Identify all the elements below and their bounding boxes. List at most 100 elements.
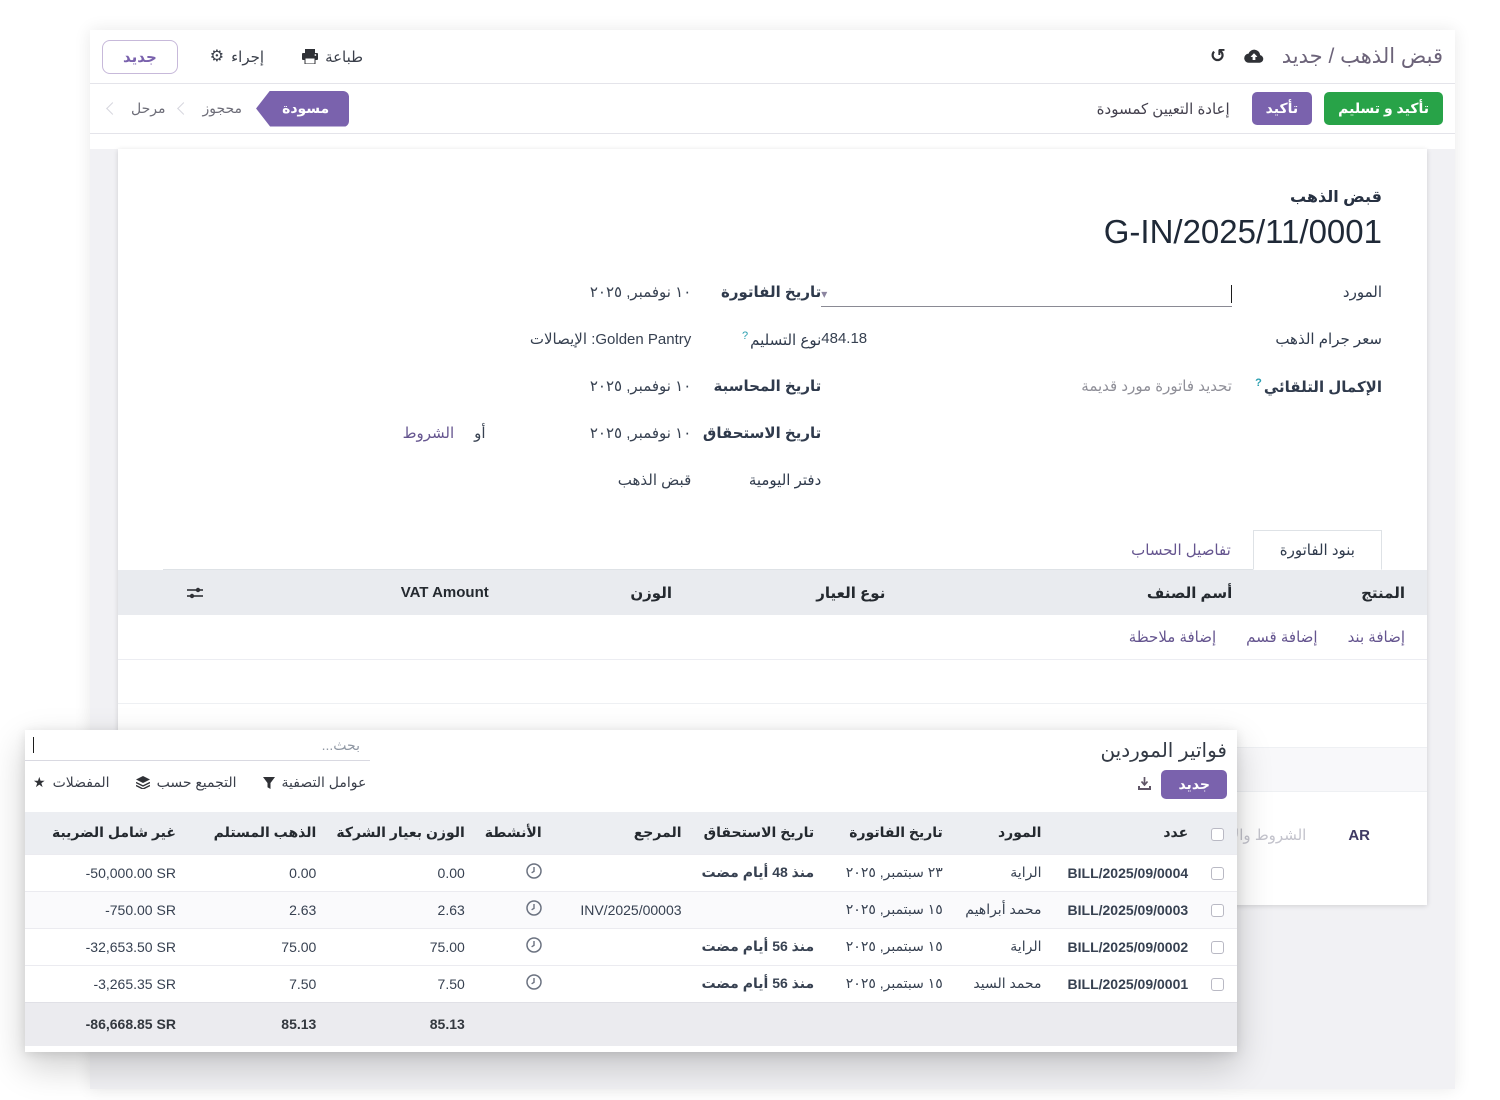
delivery-type-value[interactable]: Golden Pantry: الإيصالات: [529, 331, 692, 348]
gold-price-label: سعر جرام الذهب: [1275, 331, 1382, 348]
star-icon: ★: [33, 774, 46, 790]
confirm-deliver-button[interactable]: تأكيد و تسليم: [1324, 92, 1443, 125]
due-date-extra: أو الشروط: [395, 424, 486, 442]
printer-icon: [302, 49, 319, 64]
due-date-value[interactable]: ١٠ نوفمبر, ٢٠٢٥: [589, 425, 692, 442]
activity-clock-icon[interactable]: [474, 927, 552, 965]
journal-value[interactable]: قبض الذهب: [617, 472, 692, 489]
text-cursor: [1231, 284, 1232, 303]
row-checkbox[interactable]: [1211, 978, 1225, 992]
bill-number: BILL/2025/09/0003: [1051, 890, 1199, 928]
bill-untaxed: -3,265.35 SR: [25, 964, 186, 1002]
new-record-button[interactable]: جديد: [102, 39, 178, 74]
col-untaxed: غير شامل الضريبة: [25, 812, 186, 854]
invoice-date-label: تاريخ الفاتورة: [721, 284, 822, 301]
vendor-input[interactable]: ▾: [821, 281, 1232, 307]
invoice-date-field: تاريخ الفاتورة ١٠ نوفمبر, ٢٠٢٥: [395, 281, 822, 328]
add-section-link[interactable]: إضافة قسم: [1246, 629, 1318, 646]
or-label: أو: [474, 425, 486, 442]
filters-label: عوامل التصفية: [281, 774, 367, 790]
field-column-left: تاريخ الفاتورة ١٠ نوفمبر, ٢٠٢٥ نوع التسل…: [395, 281, 822, 516]
discard-undo-icon[interactable]: ↺: [1209, 46, 1226, 67]
bill-received: 7.50: [185, 964, 327, 1002]
optional-columns-button[interactable]: [118, 570, 272, 615]
due-date-value-wrap: ١٠ نوفمبر, ٢٠٢٥ أو الشروط: [395, 422, 692, 442]
add-line-link[interactable]: إضافة بند: [1347, 629, 1405, 646]
reset-to-draft-link[interactable]: إعادة التعيين كمسودة: [1096, 100, 1230, 118]
filters-button[interactable]: عوامل التصفية: [262, 774, 367, 791]
bill-weight: 75.00: [326, 927, 475, 965]
bill-due-date: [691, 890, 825, 928]
activity-clock-icon[interactable]: [474, 853, 552, 891]
bill-row[interactable]: BILL/2025/09/0003 محمد أبراهيم ١٥ سبتمبر…: [25, 890, 1237, 928]
action-menu-button[interactable]: إجراء ⚙: [204, 47, 270, 67]
add-note-link[interactable]: إضافة ملاحظة: [1128, 629, 1217, 646]
activity-clock-icon[interactable]: [474, 890, 552, 928]
favorites-button[interactable]: المفضلات ★: [33, 774, 110, 791]
total-received: 85.13: [185, 1001, 327, 1046]
bill-row[interactable]: BILL/2025/09/0002 الراية ١٥ سبتمبر, ٢٠٢٥…: [25, 927, 1237, 965]
row-checkbox[interactable]: [1211, 941, 1225, 955]
gold-price-value[interactable]: 484.18: [821, 330, 868, 347]
col-product: المنتج: [1254, 570, 1427, 615]
add-line-row: إضافة بند إضافة قسم إضافة ملاحظة: [118, 615, 1427, 660]
autocomplete-field: الإكمال التلقائي? تحديد فاتورة مورد قديم…: [821, 375, 1382, 422]
bill-untaxed: -50,000.00 SR: [25, 853, 186, 891]
payment-terms-link[interactable]: الشروط: [402, 425, 455, 442]
row-checkbox[interactable]: [1211, 867, 1225, 881]
print-button[interactable]: طباعة: [296, 47, 369, 67]
field-grid: المورد ▾ سعر جرام الذهب 484.18 الإكمال ا…: [163, 281, 1382, 516]
document-type-label: قبض الذهب: [1289, 189, 1382, 206]
vendor-bills-table: عدد المورد تاريخ الفاتورة تاريخ الاستحقا…: [25, 812, 1237, 1046]
confirm-button[interactable]: تأكيد: [1251, 92, 1313, 125]
favorites-label: المفضلات: [52, 774, 110, 790]
stage-reserved[interactable]: محجوز: [202, 100, 243, 116]
text-cursor: [33, 737, 34, 753]
autocomplete-label-text: الإكمال التلقائي: [1263, 379, 1382, 396]
bill-received: 0.00: [185, 853, 327, 891]
autocomplete-placeholder[interactable]: تحديد فاتورة مورد قديمة: [1081, 378, 1232, 395]
document-number: G-IN/2025/11/0001: [1103, 213, 1382, 250]
row-checkbox[interactable]: [1211, 904, 1225, 918]
total-weight: 85.13: [326, 1001, 475, 1046]
bill-row[interactable]: BILL/2025/09/0001 محمد السيد ١٥ سبتمبر, …: [25, 964, 1237, 1002]
invoice-date-value[interactable]: ١٠ نوفمبر, ٢٠٢٥: [589, 284, 692, 301]
bill-untaxed: -32,653.50 SR: [25, 927, 186, 965]
col-company-weight: الوزن بعيار الشركة: [326, 812, 475, 854]
bills-header-row: عدد المورد تاريخ الفاتورة تاريخ الاستحقا…: [25, 812, 1237, 854]
language-badge: AR: [1348, 826, 1370, 844]
tab-invoice-lines[interactable]: بنود الفاتورة: [1252, 530, 1382, 570]
search-input[interactable]: [34, 736, 362, 754]
select-all-checkbox[interactable]: [1211, 827, 1225, 841]
chevron-down-icon[interactable]: ▾: [821, 286, 828, 301]
activity-clock-icon[interactable]: [474, 964, 552, 1002]
download-icon[interactable]: [1137, 777, 1152, 792]
group-by-button[interactable]: التجميع حسب: [135, 774, 237, 791]
bill-number: BILL/2025/09/0002: [1051, 927, 1199, 965]
breadcrumb: قبض الذهب / جديد: [1281, 45, 1443, 68]
bill-reference: [551, 964, 692, 1002]
status-bar: تأكيد و تسليم تأكيد إعادة التعيين كمسودة…: [90, 84, 1455, 134]
vendor-label: المورد: [1342, 284, 1382, 301]
accounting-date-value[interactable]: ١٠ نوفمبر, ٢٠٢٥: [589, 378, 692, 395]
lines-header-row: المنتج أسم الصنف نوع العيار الوزن VAT Am…: [118, 570, 1427, 615]
stage-posted[interactable]: مرحل: [131, 100, 166, 116]
vendor-field: المورد ▾: [821, 281, 1382, 328]
bill-due-date: منذ 56 أيام مضت: [691, 964, 825, 1002]
stage-pipeline: مسودة محجوز مرحل: [102, 90, 350, 127]
breadcrumb-group: قبض الذهب / جديد ↺: [1210, 44, 1443, 69]
journal-field: دفتر اليومية قبض الذهب: [395, 469, 822, 516]
new-bill-button[interactable]: جديد: [1161, 770, 1227, 799]
save-cloud-icon[interactable]: [1243, 49, 1264, 64]
bill-row[interactable]: BILL/2025/09/0004 الراية ٢٣ سبتمبر, ٢٠٢٥…: [25, 853, 1237, 891]
print-label: طباعة: [325, 48, 364, 66]
delivery-type-label-text: نوع التسليم: [750, 332, 822, 349]
gold-price-field: سعر جرام الذهب 484.18: [821, 328, 1382, 375]
tab-account-details[interactable]: تفاصيل الحساب: [1131, 542, 1231, 559]
stage-draft[interactable]: مسودة: [256, 90, 350, 127]
action-buttons: طباعة إجراء ⚙ جديد: [102, 39, 369, 74]
bill-due-date: منذ 56 أيام مضت: [691, 927, 825, 965]
bill-reference: INV/2025/00003: [551, 890, 692, 928]
accounting-date-field: تاريخ المحاسبة ١٠ نوفمبر, ٢٠٢٥: [395, 375, 821, 422]
total-untaxed: -86,668.85 SR: [25, 1001, 186, 1046]
